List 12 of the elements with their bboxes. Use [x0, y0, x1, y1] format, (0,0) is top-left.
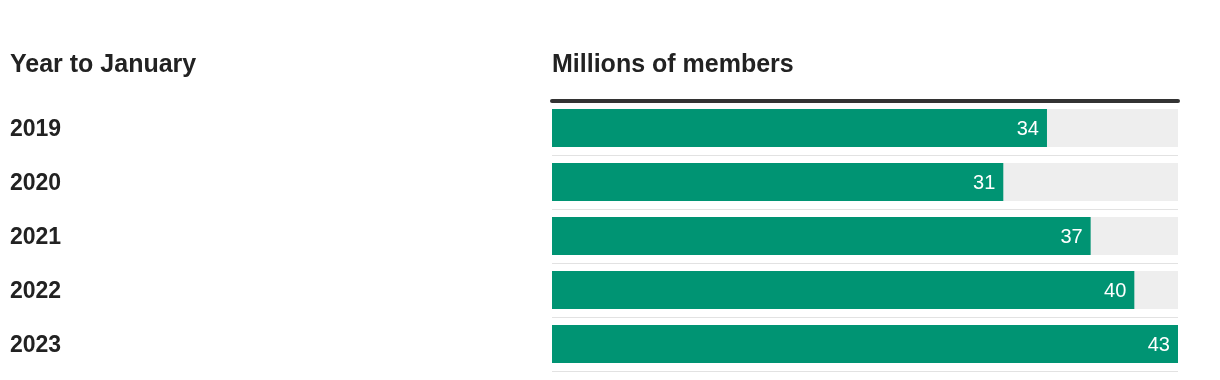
data-label: 34: [1016, 117, 1039, 139]
data-label: 31: [973, 171, 996, 193]
data-label: 40: [1104, 279, 1127, 301]
y-tick-label: 2019: [10, 115, 62, 141]
y-tick-label: 2021: [10, 223, 62, 249]
y-tick-label: 2020: [10, 169, 62, 195]
y-tick-label: 2023: [10, 331, 62, 357]
data-label: 37: [1060, 225, 1083, 247]
y-tick-label: 2022: [10, 277, 62, 303]
y-axis-title: Year to January: [10, 48, 197, 77]
data-label: 43: [1147, 333, 1170, 355]
x-axis-title: Millions of members: [552, 48, 794, 77]
